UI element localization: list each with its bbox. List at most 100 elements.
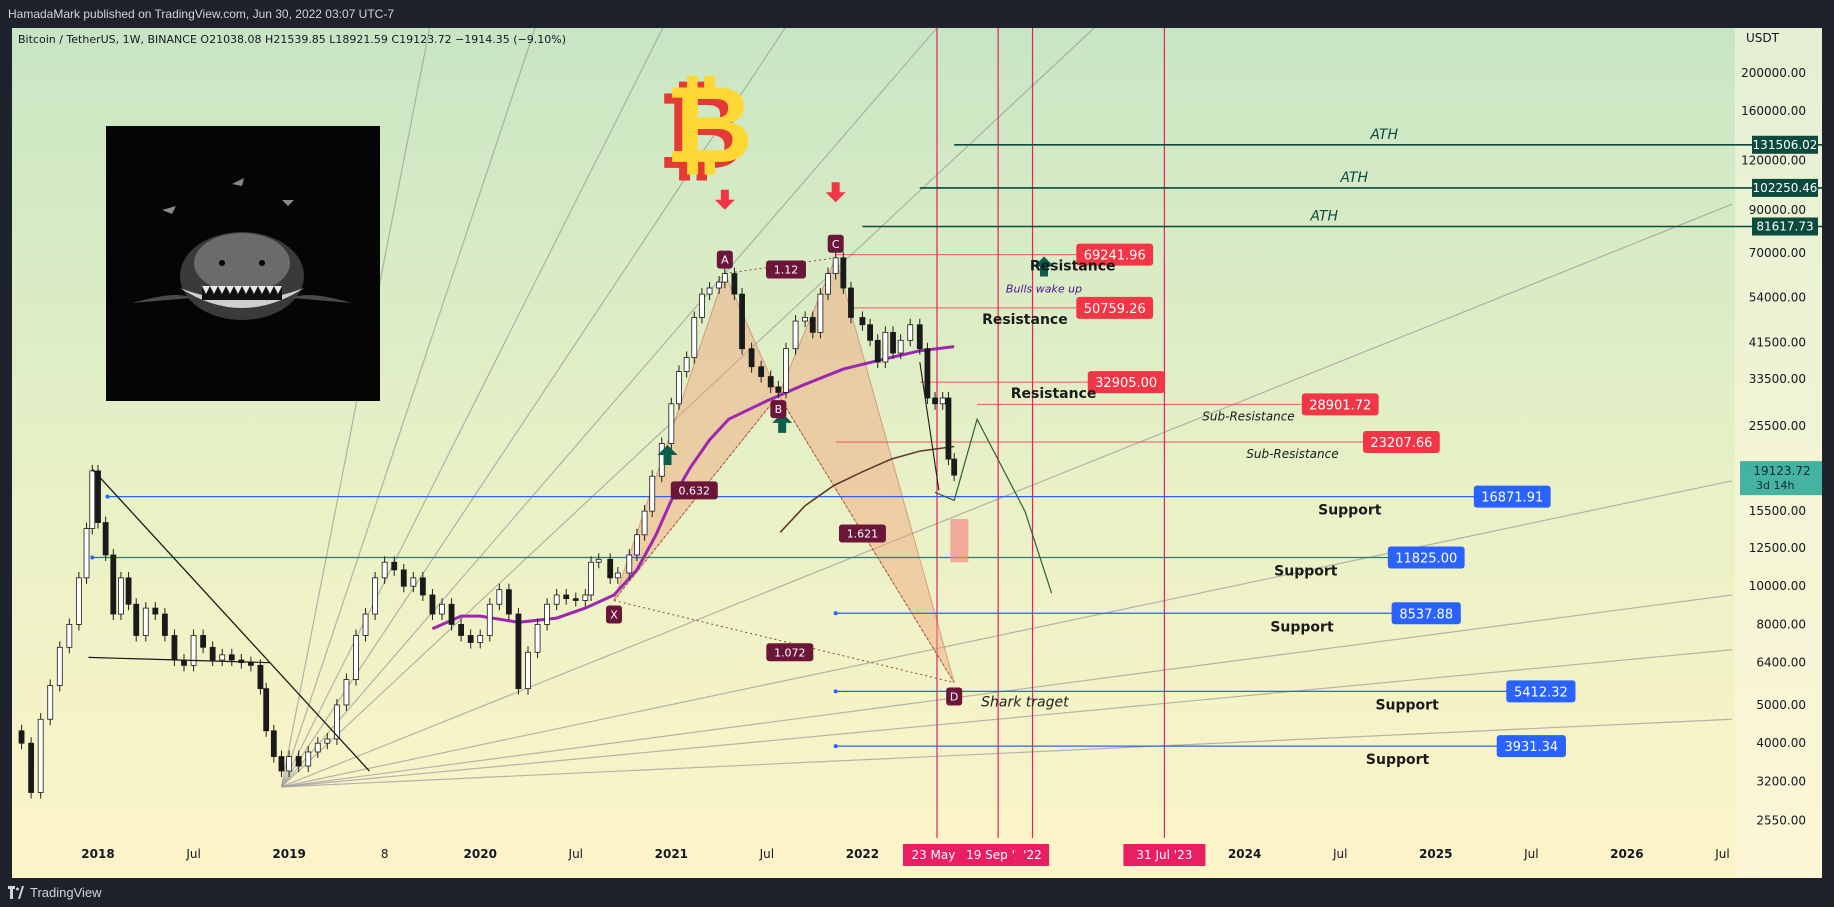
candle-body-65 <box>595 558 602 563</box>
y-tick-1: 160000.00 <box>1741 104 1806 118</box>
candle-body-67 <box>614 572 621 579</box>
ratio-label-0: 1.12 <box>766 260 806 279</box>
fan-line-4 <box>281 28 938 788</box>
candle-body-16 <box>142 607 149 636</box>
candle-body-104 <box>924 348 931 399</box>
x-tick-4: 2020 <box>464 847 497 861</box>
ratio-label-bg <box>838 524 886 543</box>
fan-line-1 <box>280 28 536 788</box>
candle-body-66 <box>607 558 614 579</box>
x-tick-6: 2021 <box>655 847 688 861</box>
candle-body-84 <box>758 366 765 377</box>
x-tick-1: Jul <box>185 847 200 861</box>
support-label-1: Support <box>1274 563 1338 579</box>
candle-body-62 <box>572 598 579 601</box>
publish-info: HamadaMark published on TradingView.com,… <box>8 7 394 21</box>
support-tag-0-text: 16871.91 <box>1481 491 1543 506</box>
resistance-tag-1-text: 50759.26 <box>1084 302 1146 317</box>
support-tag-1: 11825.00 <box>1387 546 1465 569</box>
resistance-tag-3-bg <box>1301 393 1379 416</box>
candle-body-64 <box>588 561 594 596</box>
support-tag-4-text: 3931.34 <box>1504 740 1558 755</box>
candle-body-69 <box>634 534 640 556</box>
candle-body-15 <box>133 603 140 636</box>
candle-body-68 <box>626 554 633 574</box>
candle-body-1 <box>18 730 25 744</box>
x-tick-13: 2026 <box>1610 847 1643 861</box>
y-tick-13: 6400.00 <box>1756 656 1806 670</box>
level-tags: ATH 131506.02 ATH 102250.46 ATH 81617.73 69241… <box>982 127 1822 768</box>
ratio-label-text: 1.621 <box>847 528 879 541</box>
candle-body-82 <box>739 293 745 350</box>
ath-tag-text-1: 102250.46 <box>1753 181 1818 195</box>
candle-body-85 <box>767 376 774 388</box>
ratio-label-text: 1.12 <box>774 264 799 277</box>
candle-body-56 <box>515 613 522 690</box>
candle-body-10 <box>95 470 101 523</box>
ath-label-0: ATH <box>1369 127 1398 143</box>
y-tick-11: 10000.00 <box>1749 579 1806 593</box>
candle-body-94 <box>840 257 847 289</box>
support-label-2: Support <box>1270 619 1334 635</box>
price-axis-bg <box>1735 28 1822 878</box>
price-unit: USDT <box>1746 31 1780 45</box>
candle-body-18 <box>161 613 168 636</box>
candle-body-86 <box>775 386 782 393</box>
ratio-label-2: 1.621 <box>838 524 886 543</box>
resistance-tag-2: 32905.00 <box>1087 371 1165 394</box>
last-price-bg <box>1740 461 1822 496</box>
ath-tag-bg-1 <box>1752 178 1818 197</box>
y-tick-5: 54000.00 <box>1749 290 1806 304</box>
x-tick-14: Jul <box>1714 847 1729 861</box>
resistance-tag-2-bg <box>1087 371 1165 394</box>
candle-body-42 <box>381 561 388 579</box>
fan-line-7 <box>281 480 1733 788</box>
candle-body-105 <box>932 397 938 405</box>
y-tick-16: 3200.00 <box>1756 774 1806 788</box>
support-tag-1-text: 11825.00 <box>1395 551 1457 566</box>
candle-body-91 <box>817 293 824 333</box>
candle-body-93 <box>832 257 839 275</box>
candle-body-100 <box>890 331 896 354</box>
pattern-point-text: D <box>950 691 958 704</box>
last-price-countdown: 3d 14h <box>1756 479 1794 492</box>
tradingview-brand[interactable]: TradingView <box>30 885 102 900</box>
candle-body-25 <box>228 654 235 661</box>
candle-body-11 <box>102 522 109 556</box>
candle-body-47 <box>429 594 436 615</box>
fan-line-10 <box>281 718 1733 788</box>
bear-arrow-a-icon <box>714 189 735 210</box>
candle-body-57 <box>525 651 531 690</box>
horizontal-levels <box>90 143 1822 749</box>
candle-body-53 <box>486 603 493 636</box>
shark-target-label: Shark traget <box>981 695 1069 711</box>
bear-arrow-c-icon <box>825 182 846 203</box>
candle-body-32 <box>286 756 293 772</box>
ath-tag-text-2: 81617.73 <box>1756 220 1813 234</box>
candle-body-6 <box>66 624 73 648</box>
ratio-label-1: 0.632 <box>670 481 718 500</box>
y-tick-12: 8000.00 <box>1756 617 1806 631</box>
x-tick-10: Jul <box>1332 847 1347 861</box>
pattern-point-text: B <box>775 403 783 416</box>
candle-body-49 <box>448 603 455 625</box>
ath-tag-bg-2 <box>1752 217 1818 236</box>
support-label-3: Support <box>1375 697 1439 713</box>
candle-body-102 <box>907 324 914 341</box>
candle-body-2 <box>28 742 35 793</box>
candle-body-106 <box>939 397 946 405</box>
candle-body-50 <box>458 624 465 636</box>
ratio-label-3: 1.072 <box>766 643 814 662</box>
drop-arrow-line <box>919 361 940 491</box>
candle-body-95 <box>848 287 854 318</box>
resistance-tag-4-text: 23207.66 <box>1370 436 1432 451</box>
vertical-date-bg-2 <box>1016 844 1050 866</box>
y-tick-6: 41500.00 <box>1749 335 1806 349</box>
price-chart[interactable]: Bulls wake up Shark traget X A B C D 1.12 0.632 1… <box>12 28 1822 878</box>
ath-label-2: ATH <box>1309 209 1338 225</box>
candle-body-5 <box>56 646 63 686</box>
candle-body-37 <box>333 704 340 740</box>
candle-body-52 <box>477 635 484 643</box>
target-zone <box>950 519 969 563</box>
annotations: Bulls wake up Shark traget X A B C D 1.12 0.632 1… <box>88 182 1082 772</box>
